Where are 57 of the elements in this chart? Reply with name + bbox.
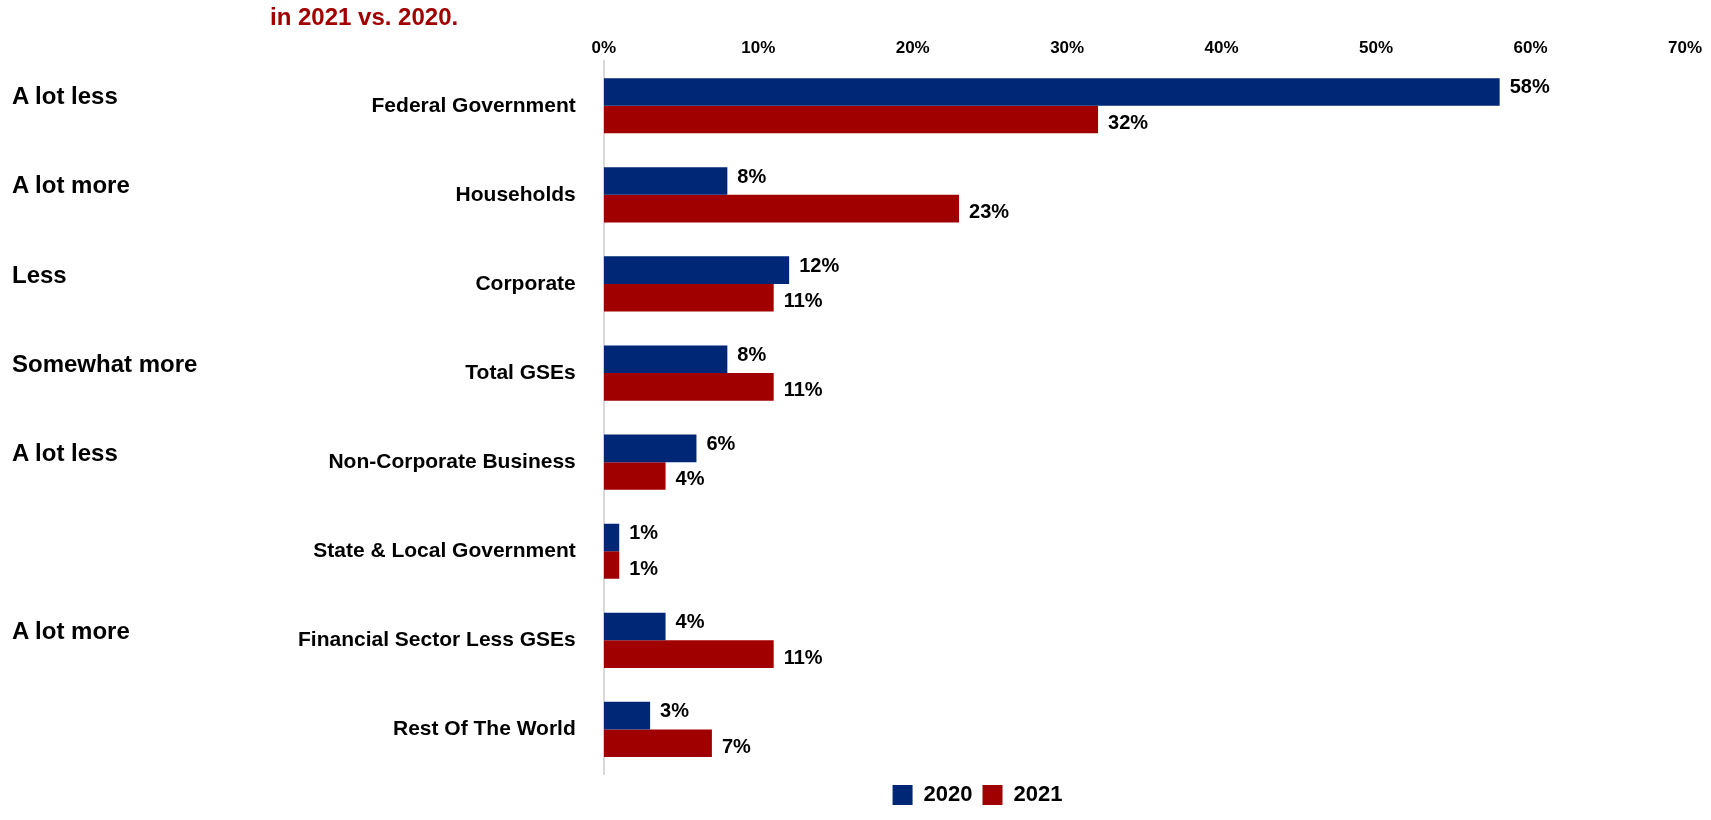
- bar: [603, 283, 774, 312]
- bar: [603, 523, 620, 552]
- x-tick-label: 30%: [1050, 37, 1085, 57]
- data-label: 8%: [737, 164, 767, 187]
- y-tick-label: Non-Corporate Business: [328, 448, 576, 472]
- x-tick-label: 0%: [591, 37, 617, 57]
- data-label: 1%: [629, 520, 659, 543]
- bar: [603, 194, 960, 223]
- data-label: 23%: [969, 200, 1010, 223]
- bar: [603, 701, 651, 730]
- data-label: 4%: [675, 467, 705, 490]
- data-label: 32%: [1108, 111, 1149, 134]
- bar: [603, 551, 620, 579]
- x-tick-label: 10%: [741, 37, 776, 57]
- legend-label: 2020: [923, 781, 973, 807]
- data-label: 7%: [721, 734, 752, 757]
- y-tick-label: Total GSEs: [465, 359, 576, 383]
- x-tick-label: 20%: [895, 37, 930, 57]
- x-tick-label: 40%: [1204, 37, 1239, 57]
- bar: [603, 462, 666, 490]
- data-label: 6%: [706, 431, 736, 454]
- y-tick-label: Corporate: [475, 270, 576, 294]
- text: A lot more: [12, 171, 130, 199]
- legend-label: 2021: [1013, 781, 1063, 807]
- y-tick-label: Households: [455, 181, 576, 205]
- bar: [603, 434, 697, 463]
- bar: [603, 167, 728, 195]
- x-tick-label: 60%: [1513, 37, 1548, 57]
- text: Less: [12, 260, 67, 288]
- x-tick-label: 70%: [1667, 37, 1703, 57]
- y-tick-label: Federal Government: [371, 92, 576, 116]
- data-label: 8%: [737, 342, 767, 365]
- text: Somewhat more: [12, 349, 198, 377]
- text: A lot more: [12, 616, 130, 644]
- bar: [603, 256, 790, 284]
- text: A lot less: [12, 82, 118, 110]
- data-label: 1%: [629, 556, 659, 579]
- x-tick-label: 50%: [1359, 37, 1394, 57]
- y-tick-label: State & Local Government: [313, 538, 576, 562]
- bar: [603, 373, 774, 401]
- data-label: 3%: [660, 699, 690, 722]
- bar: [603, 729, 712, 758]
- text: A lot less: [12, 438, 118, 466]
- bar: [603, 105, 1099, 134]
- bar: [603, 640, 774, 668]
- bar: [603, 345, 728, 374]
- bar: [603, 612, 666, 641]
- data-label: 58%: [1509, 75, 1550, 98]
- y-tick-label: Financial Sector Less GSEs: [298, 627, 576, 651]
- data-label: 4%: [675, 610, 705, 633]
- y-tick-label: Rest Of The World: [392, 716, 576, 740]
- data-label: 11%: [783, 378, 823, 401]
- data-label: 11%: [783, 645, 823, 668]
- data-label: 12%: [799, 253, 840, 276]
- bar: [603, 78, 1500, 106]
- data-label: 11%: [783, 289, 823, 312]
- text: in 2021 vs. 2020.: [270, 3, 459, 31]
